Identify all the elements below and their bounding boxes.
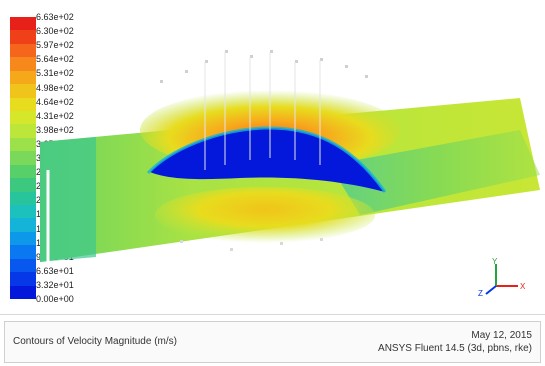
low-side-warm-region [155,187,375,243]
triad-x-label: X [520,282,526,291]
legend-swatch [10,245,36,260]
footer-panel: Contours of Velocity Magnitude (m/s) May… [4,321,541,363]
legend-swatch [10,137,36,152]
solver-info: ANSYS Fluent 14.5 (3d, pbns, rke) [378,343,532,354]
plot-date: May 12, 2015 [471,330,532,341]
legend-swatch [10,272,36,287]
contour-scene[interactable] [0,0,545,312]
legend-swatch [10,164,36,179]
legend-swatch [10,84,36,99]
color-legend-bar [10,17,36,300]
legend-swatch [10,231,36,246]
legend-swatch [10,258,36,273]
legend-label: 6.30e+02 [36,26,74,37]
legend-swatch [10,30,36,45]
mesh-outline-top [160,50,368,83]
legend-swatch [10,17,36,31]
plane-left-edge [40,137,96,262]
legend-swatch [10,124,36,139]
legend-swatch [10,70,36,85]
legend-label: 4.98e+02 [36,82,74,93]
legend-swatch [10,111,36,125]
legend-label: 4.64e+02 [36,96,74,107]
legend-swatch [10,178,36,193]
wake-region [330,130,540,215]
legend-swatch [10,285,36,300]
triad-z-label: Z [478,289,483,298]
legend-label: 0.00e+00 [36,294,74,304]
legend-swatch [10,97,36,112]
airfoil-body [150,127,385,192]
legend-label: 4.31e+02 [36,110,74,121]
legend-label: 6.63e+02 [36,12,74,22]
triad-y-label: Y [492,258,498,266]
legend-label: 3.32e+01 [36,279,74,290]
airfoil-edge [146,126,387,193]
legend-label: 3.98e+02 [36,124,74,135]
plot-title: Contours of Velocity Magnitude (m/s) [13,336,177,347]
legend-swatch [10,151,36,166]
legend-label: 5.97e+02 [36,40,74,51]
legend-swatch [10,205,36,219]
vertical-wireframe-lines [204,52,321,170]
plot-footer: Contours of Velocity Magnitude (m/s) May… [0,314,545,366]
mesh-outline-bottom [180,238,323,251]
legend-label: 5.31e+02 [36,68,74,79]
legend-swatch [10,43,36,58]
axis-triad-icon: X Y Z [478,258,526,298]
legend-swatch [10,191,36,206]
graphics-viewport[interactable]: 6.63e+02 6.30e+02 5.97e+02 5.64e+02 5.31e+02… [0,0,545,312]
legend-swatch [10,57,36,72]
legend-swatch [10,218,36,233]
legend-label: 5.64e+02 [36,54,74,65]
legend-label: 6.63e+01 [36,265,74,276]
